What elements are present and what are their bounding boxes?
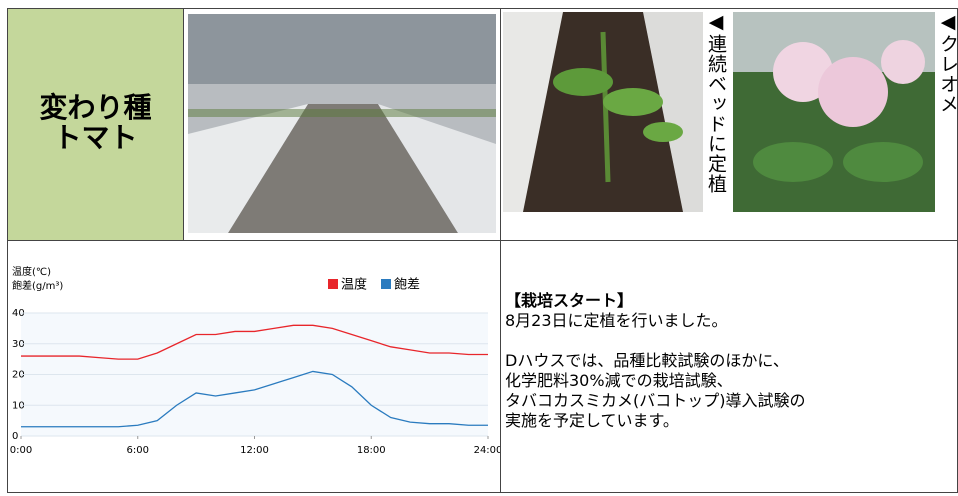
legend-marker xyxy=(328,279,338,289)
y-tick-label: 0 xyxy=(12,431,18,442)
report-cell: 【栽培スタート】 8月23日に定植を行いました。 Dハウスでは、品種比較試験のほ… xyxy=(500,240,958,493)
x-tick-label: 18:00 xyxy=(357,445,386,456)
legend-label: 温度 xyxy=(341,277,367,293)
x-tick-label: 6:00 xyxy=(127,445,149,456)
x-tick-label: 24:00 xyxy=(474,445,500,456)
y-axis-label: 温度(℃) xyxy=(12,265,51,278)
cleome-photo xyxy=(733,12,935,212)
photo-caption: ◀クレオメ xyxy=(937,11,958,114)
x-tick-label: 12:00 xyxy=(240,445,269,456)
tomato-photo xyxy=(503,12,703,212)
photo-cell: ◀連続ベッドに定植 ◀クレオメ xyxy=(500,8,958,241)
greenhouse-photo xyxy=(188,14,496,233)
title-line: 変わり種 xyxy=(8,93,183,123)
legend-marker xyxy=(381,279,391,289)
photo-caption: ◀連続ベッドに定植 xyxy=(705,11,727,194)
photo-cell xyxy=(183,8,501,241)
report-text: 実施を予定しています。 xyxy=(505,411,806,431)
report-heading: 【栽培スタート】 xyxy=(505,291,806,311)
x-tick-label: 0:00 xyxy=(10,445,32,456)
page: 変わり種 トマト ◀連続ベッドに定植 ◀クレオメ 温度(℃) 飽差(g/m³) … xyxy=(0,0,958,493)
title-cell: 変わり種 トマト xyxy=(7,8,184,241)
y-axis-label: 飽差(g/m³) xyxy=(12,279,63,292)
report-text: タバコカスミカメ(バコトップ)導入試験の xyxy=(505,391,806,411)
report-text: 8月23日に定植を行いました。 xyxy=(505,311,806,331)
title-line: トマト xyxy=(8,123,183,153)
report-text: 化学肥料30%減での栽培試験、 xyxy=(505,371,806,391)
legend-label: 飽差 xyxy=(394,278,420,293)
report-text: Dハウスでは、品種比較試験のほかに、 xyxy=(505,351,806,371)
